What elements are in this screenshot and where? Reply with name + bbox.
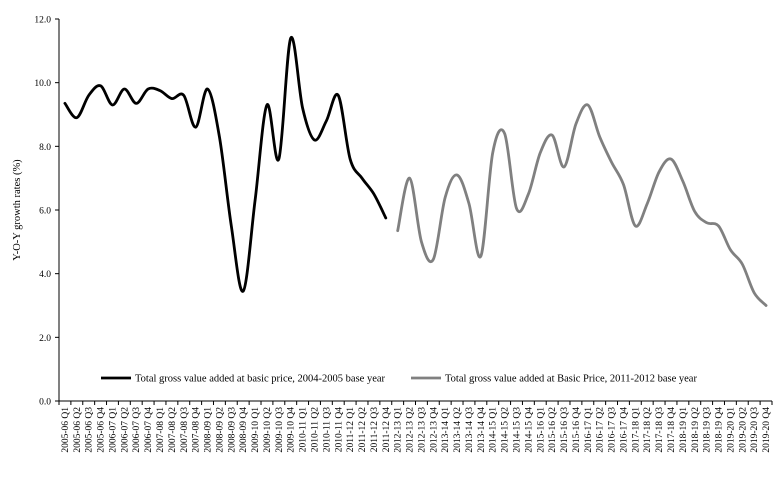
x-tick-label: 2008-09 Q4 (239, 407, 249, 453)
legend-label-1: Total gross value added at basic price, … (135, 374, 386, 385)
legend-label-2: Total gross value added at Basic Price, … (445, 374, 697, 385)
x-tick-label: 2006-07 Q3 (132, 407, 142, 453)
x-tick-label: 2006-07 Q2 (120, 407, 130, 453)
series-group (63, 36, 768, 307)
x-tick-label: 2007-08 Q2 (168, 407, 178, 453)
y-ticks: 0.0 2.0 4.0 6.0 8.0 10.0 12.0 (34, 16, 59, 408)
x-tick-label: 2017-18 Q3 (655, 407, 665, 453)
x-tick-label: 2019-20 Q4 (762, 407, 772, 453)
x-tick-label: 2016-17 Q1 (584, 407, 594, 453)
x-tick-label: 2011-12 Q2 (358, 407, 368, 453)
x-tick-label: 2011-12 Q3 (370, 407, 380, 453)
x-tick-label: 2014-15 Q4 (524, 407, 534, 453)
x-tick-label: 2013-14 Q2 (453, 407, 463, 453)
x-tick-label: 2012-13 Q2 (406, 407, 416, 453)
y-axis-title: Y-O-Y growth rates (%) (12, 159, 23, 261)
x-tick-label: 2012-13 Q4 (429, 407, 439, 453)
x-tick-label: 2005-06 Q4 (97, 407, 107, 453)
x-tick-label: 2017-18 Q1 (631, 407, 641, 453)
x-tick-label: 2019-20 Q3 (750, 407, 760, 453)
x-tick-label: 2007-08 Q1 (156, 407, 166, 453)
x-tick-label: 2009-10 Q1 (251, 407, 261, 453)
x-tick-label: 2010-11 Q2 (310, 407, 320, 453)
x-tick-label: 2016-17 Q4 (619, 407, 629, 453)
x-tick-label: 2013-14 Q1 (441, 407, 451, 453)
y-tick-label: 4.0 (39, 270, 51, 280)
x-tick-label: 2007-08 Q4 (192, 407, 202, 453)
x-tick-label: 2019-20 Q2 (738, 407, 748, 453)
x-tick-label: 2006-07 Q4 (144, 407, 154, 453)
x-tick-label: 2009-10 Q2 (263, 407, 273, 453)
x-tick-label: 2013-14 Q4 (477, 407, 487, 453)
x-tick-label: 2019-20 Q1 (726, 407, 736, 453)
x-tick-label: 2005-06 Q3 (85, 407, 95, 453)
legend: Total gross value added at basic price, … (101, 374, 697, 385)
x-tick-label: 2010-11 Q4 (334, 407, 344, 453)
x-tick-label: 2015-16 Q4 (572, 407, 582, 453)
x-tick-label: 2018-19 Q3 (703, 407, 713, 453)
x-tick-label: 2010-11 Q3 (322, 407, 332, 453)
x-tick-label: 2018-19 Q2 (691, 407, 701, 453)
y-tick-label: 8.0 (39, 143, 51, 153)
x-tick-label: 2015-16 Q3 (560, 407, 570, 453)
y-tick-label: 6.0 (39, 207, 51, 217)
x-tick-label: 2015-16 Q1 (536, 407, 546, 453)
y-tick-label: 12.0 (34, 16, 51, 26)
x-tick-label: 2006-07 Q1 (108, 407, 118, 453)
x-tick-label: 2017-18 Q4 (667, 407, 677, 453)
y-tick-label: 0.0 (39, 398, 51, 408)
x-tick-label: 2005-06 Q1 (61, 407, 71, 453)
x-tick-label: 2010-11 Q1 (299, 407, 309, 453)
series-line-2 (396, 103, 768, 307)
x-ticks: 2005-06 Q1 2005-06 Q2 2005-06 Q3 2005-06 Q4… (58, 401, 773, 453)
x-tick-label: 2012-13 Q1 (394, 407, 404, 453)
x-tick-label: 2013-14 Q3 (465, 407, 475, 453)
x-tick-label: 2017-18 Q2 (643, 407, 653, 453)
x-tick-label: 2009-10 Q4 (287, 407, 297, 453)
y-tick-label: 2.0 (39, 334, 51, 344)
x-tick-label: 2009-10 Q3 (275, 407, 285, 453)
x-tick-label: 2014-15 Q3 (513, 407, 523, 453)
x-tick-label: 2014-15 Q2 (501, 407, 511, 453)
x-tick-label: 2012-13 Q3 (417, 407, 427, 453)
x-tick-label: 2016-17 Q2 (596, 407, 606, 453)
x-tick-label: 2011-12 Q4 (382, 407, 392, 453)
x-tick-label: 2015-16 Q2 (548, 407, 558, 453)
x-tick-label: 2014-15 Q1 (489, 407, 499, 453)
x-tick-label: 2018-19 Q1 (679, 407, 689, 453)
x-tick-label: 2008-09 Q1 (204, 407, 214, 453)
x-tick-label: 2008-09 Q3 (227, 407, 237, 453)
x-tick-label: 2008-09 Q2 (215, 407, 225, 453)
series-line-1 (63, 36, 388, 293)
x-tick-label: 2005-06 Q2 (73, 407, 83, 453)
x-tick-label: 2018-19 Q4 (715, 407, 725, 453)
x-tick-label: 2016-17 Q3 (608, 407, 618, 453)
x-tick-label: 2011-12 Q1 (346, 407, 356, 453)
x-tick-label: 2007-08 Q3 (180, 407, 190, 453)
y-tick-label: 10.0 (34, 79, 51, 89)
